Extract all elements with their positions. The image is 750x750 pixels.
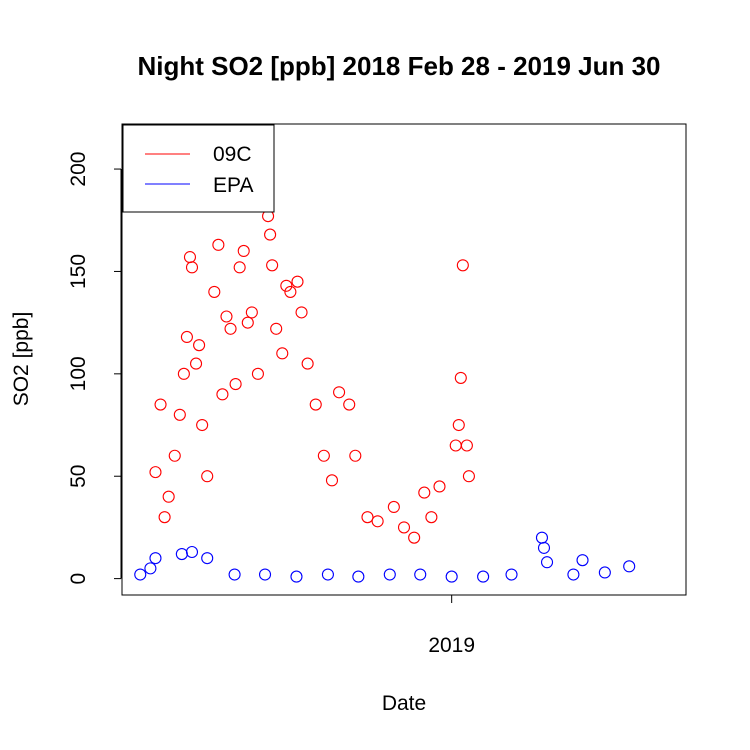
data-point <box>185 545 199 559</box>
data-point <box>251 367 264 380</box>
data-point <box>460 439 473 452</box>
data-point <box>216 388 229 401</box>
data-point <box>183 251 197 264</box>
data-point <box>162 490 175 503</box>
legend-box <box>122 124 275 213</box>
data-point <box>144 562 157 575</box>
data-point <box>349 449 362 462</box>
data-point <box>408 531 421 544</box>
series-09c <box>149 158 475 544</box>
data-point <box>397 521 411 534</box>
data-point <box>266 259 279 272</box>
data-point <box>185 261 199 274</box>
data-point <box>445 570 458 583</box>
data-point <box>134 568 147 581</box>
data-point <box>414 568 427 581</box>
data-point <box>201 470 214 483</box>
data-point <box>505 568 518 581</box>
data-point <box>535 531 549 544</box>
data-point <box>196 418 209 432</box>
data-point <box>418 486 431 499</box>
data-point <box>173 408 186 421</box>
legend-label-09c: 09C <box>213 143 252 166</box>
data-point <box>154 398 167 411</box>
data-point <box>276 347 289 360</box>
data-point <box>291 275 304 288</box>
y-axis: 0 50 100 150 200 <box>67 152 122 585</box>
data-point <box>383 568 396 581</box>
data-point <box>220 310 233 323</box>
data-point <box>190 357 203 370</box>
data-point <box>212 238 225 251</box>
data-point <box>224 322 237 335</box>
y-tick-label: 200 <box>67 152 90 187</box>
legend: 09C EPA <box>122 124 275 213</box>
data-point <box>537 541 551 554</box>
data-point <box>425 511 438 524</box>
data-point <box>456 259 469 272</box>
data-point <box>280 279 293 292</box>
data-point <box>158 511 171 524</box>
data-point <box>371 515 384 528</box>
y-tick-label: 50 <box>67 465 90 488</box>
legend-label-epa: EPA <box>213 174 253 197</box>
data-point <box>228 568 241 581</box>
data-point <box>433 480 446 493</box>
data-point <box>325 474 339 487</box>
data-point <box>352 570 365 583</box>
data-point <box>290 570 303 583</box>
data-point <box>567 568 580 581</box>
data-point <box>168 449 181 462</box>
data-point <box>576 554 589 567</box>
data-point <box>180 330 193 344</box>
chart-title: Night SO2 [ppb] 2018 Feb 28 - 2019 Jun 3… <box>137 51 660 81</box>
x-axis: 2019 <box>428 595 475 657</box>
y-tick-label: 0 <box>67 573 90 585</box>
data-point <box>343 398 356 411</box>
data-point <box>540 556 554 569</box>
data-point <box>208 285 221 298</box>
data-point <box>237 244 250 258</box>
data-point <box>149 466 162 479</box>
data-point <box>175 547 188 561</box>
data-point <box>454 371 467 384</box>
data-point <box>241 316 254 329</box>
data-point <box>309 398 322 411</box>
data-point <box>149 552 162 565</box>
x-axis-label: Date <box>382 692 426 715</box>
y-axis-label: SO2 [ppb] <box>10 312 33 407</box>
data-point <box>387 500 400 513</box>
y-tick-label: 100 <box>67 356 90 391</box>
data-point <box>623 560 636 573</box>
plot-points <box>134 158 636 583</box>
plot-area-border <box>121 123 687 596</box>
data-point <box>598 566 611 579</box>
data-point <box>201 552 214 565</box>
data-point <box>452 418 465 432</box>
data-point <box>258 568 272 581</box>
data-point <box>333 386 346 399</box>
data-point <box>317 449 330 462</box>
data-point <box>295 306 308 319</box>
data-point <box>245 306 258 319</box>
data-point <box>301 357 314 370</box>
data-point <box>229 378 242 391</box>
y-tick-label: 150 <box>67 254 90 289</box>
data-point <box>233 261 246 274</box>
data-point <box>284 285 297 298</box>
data-point <box>361 511 374 524</box>
data-point <box>321 568 334 581</box>
data-point <box>193 339 206 352</box>
data-point <box>462 470 475 483</box>
data-point <box>270 322 283 335</box>
x-tick-label: 2019 <box>428 634 475 657</box>
data-point <box>177 367 190 380</box>
data-point <box>264 228 277 241</box>
data-point <box>449 439 462 452</box>
data-point <box>477 570 490 583</box>
series-epa <box>134 531 636 583</box>
